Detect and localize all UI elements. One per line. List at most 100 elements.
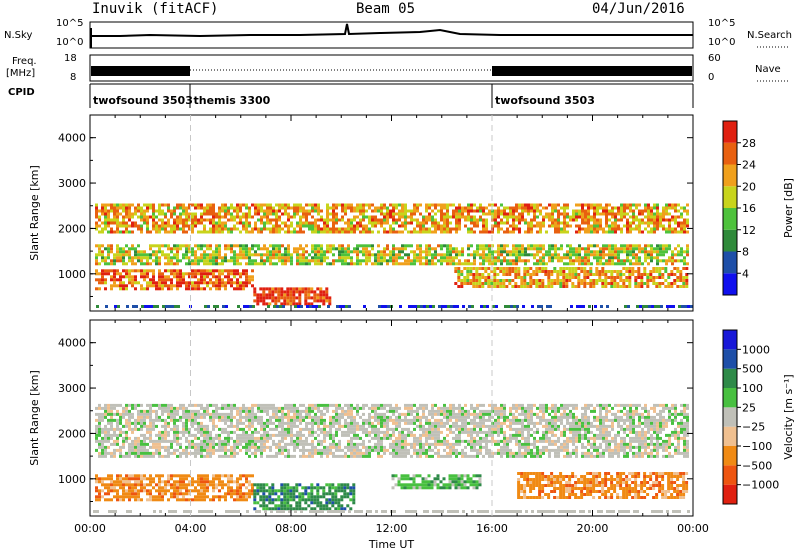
range-cell xyxy=(587,262,590,266)
range-cell xyxy=(539,259,542,263)
range-cell xyxy=(640,276,644,279)
range-cell xyxy=(215,278,218,282)
range-cell xyxy=(272,224,275,228)
range-cell xyxy=(200,278,203,282)
range-cell xyxy=(146,412,149,416)
range-cell xyxy=(227,418,230,422)
range-cell xyxy=(371,406,374,410)
range-cell xyxy=(356,221,359,225)
range-cell xyxy=(344,230,347,234)
range-cell xyxy=(380,206,383,210)
range-cell xyxy=(200,203,203,207)
range-cell xyxy=(425,218,428,222)
nsearch-label: N.Search xyxy=(747,30,793,41)
range-cell xyxy=(251,412,254,416)
range-cell xyxy=(307,290,311,294)
range-cell xyxy=(278,433,281,437)
range-cell xyxy=(641,250,644,254)
ground-cell xyxy=(312,305,315,308)
range-cell xyxy=(665,203,668,207)
range-cell xyxy=(269,244,272,248)
range-cell xyxy=(437,421,440,425)
range-cell xyxy=(266,250,269,254)
range-cell xyxy=(478,267,482,270)
range-cell xyxy=(635,215,638,219)
range-cell xyxy=(206,406,209,410)
range-cell xyxy=(665,244,668,248)
range-cell xyxy=(413,250,416,254)
range-cell xyxy=(512,247,515,251)
range-cell xyxy=(227,412,230,416)
range-cell xyxy=(110,454,113,458)
range-cell xyxy=(338,250,341,254)
range-cell xyxy=(383,403,386,407)
ground-cell xyxy=(222,305,225,308)
range-cell xyxy=(290,442,293,446)
range-cell xyxy=(254,209,257,213)
range-cell xyxy=(152,403,155,407)
range-cell xyxy=(428,206,431,210)
range-cell xyxy=(667,276,671,279)
range-cell xyxy=(586,270,590,273)
range-cell xyxy=(392,215,395,219)
range-cell xyxy=(314,230,317,234)
range-cell xyxy=(137,427,140,431)
range-cell xyxy=(266,259,269,263)
ground-cell xyxy=(642,305,645,308)
range-cell xyxy=(377,259,380,263)
range-cell xyxy=(359,203,362,207)
range-cell xyxy=(212,269,215,273)
range-cell xyxy=(203,224,206,228)
range-cell xyxy=(395,451,398,455)
range-cell xyxy=(614,250,617,254)
range-cell xyxy=(578,259,581,263)
range-cell xyxy=(289,299,293,303)
range-cell xyxy=(137,224,140,228)
range-cell xyxy=(428,212,431,216)
range-cell xyxy=(590,250,593,254)
range-cell xyxy=(317,256,320,260)
range-cell xyxy=(179,227,182,231)
range-cell xyxy=(218,433,221,437)
range-cell xyxy=(365,247,368,251)
range-cell xyxy=(347,221,350,225)
range-cell xyxy=(332,224,335,228)
range-cell xyxy=(434,206,437,210)
range-cell xyxy=(611,224,614,228)
range-cell xyxy=(416,424,419,428)
range-cell xyxy=(362,442,365,446)
ground-cell xyxy=(636,305,639,308)
range-cell xyxy=(398,406,401,410)
range-cell xyxy=(593,218,596,222)
range-cell xyxy=(317,418,320,422)
range-cell xyxy=(107,272,110,276)
range-cell xyxy=(599,218,602,222)
range-cell xyxy=(503,250,506,254)
range-cell xyxy=(557,247,560,251)
range-cell xyxy=(299,244,302,248)
range-cell xyxy=(329,445,332,449)
range-cell xyxy=(278,203,281,207)
range-cell xyxy=(598,270,602,273)
range-cell xyxy=(571,282,575,285)
range-cell xyxy=(335,418,338,422)
range-cell xyxy=(653,206,656,210)
range-cell xyxy=(203,430,206,434)
range-cell xyxy=(581,212,584,216)
range-cell xyxy=(682,267,686,270)
range-cell xyxy=(152,427,155,431)
range-cell xyxy=(98,430,101,434)
range-cell xyxy=(329,433,332,437)
range-cell xyxy=(443,409,446,413)
range-cell xyxy=(545,262,548,266)
range-cell xyxy=(200,415,203,419)
range-cell xyxy=(410,262,413,266)
range-cell xyxy=(332,253,335,257)
range-cell xyxy=(173,424,176,428)
range-cell xyxy=(170,212,173,216)
range-cell xyxy=(158,206,161,210)
range-cell xyxy=(137,436,140,440)
range-cell xyxy=(611,206,614,210)
range-cell xyxy=(215,253,218,257)
range-cell xyxy=(428,215,431,219)
